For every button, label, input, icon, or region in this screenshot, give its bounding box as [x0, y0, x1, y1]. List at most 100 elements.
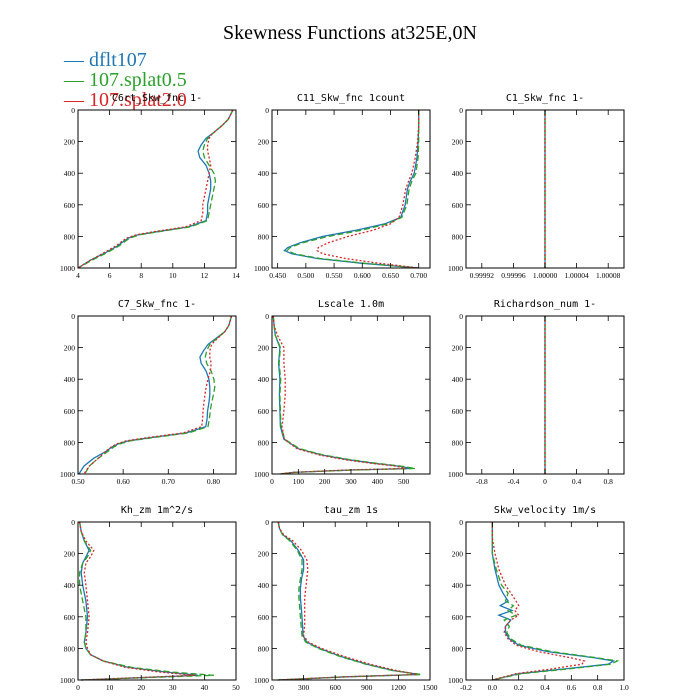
x-tick-label: 0.450 — [269, 271, 286, 280]
x-tick-label: 0.50 — [71, 477, 84, 486]
series-line-107.splat2.0 — [77, 109, 234, 269]
x-tick-label: 0.8 — [593, 683, 603, 692]
x-tick-label: 1500 — [423, 683, 438, 692]
series-line-107.splat2.0 — [316, 110, 420, 269]
y-tick-label: 0 — [459, 106, 463, 115]
y-tick-label: 1000 — [254, 470, 269, 479]
y-tick-label: 400 — [258, 375, 270, 384]
series-line-107.splat0.5 — [272, 315, 416, 475]
series-line-dflt107 — [78, 521, 199, 681]
legend-label: 107.splat2.0 — [89, 89, 187, 111]
x-tick-label: 1.00008 — [596, 271, 621, 280]
legend-item-splat05: — 107.splat0.5 — [64, 70, 187, 90]
x-tick-label: 300 — [345, 477, 357, 486]
y-tick-label: 600 — [452, 201, 464, 210]
y-tick-label: 800 — [452, 644, 464, 653]
panel-title: Richardson_num 1- — [494, 299, 596, 310]
panel-3: C1_Skw_fnc 1- 0 200 400 600 800 1000 0.99992 0.9… — [448, 93, 625, 280]
y-tick-label: 800 — [258, 438, 270, 447]
x-tick-label: 0.500 — [297, 271, 314, 280]
y-tick-label: 200 — [258, 138, 270, 147]
panel-frame — [271, 315, 431, 475]
y-tick-label: 1000 — [448, 470, 463, 479]
series-line-107.splat0.5 — [78, 521, 214, 681]
y-tick-label: 1000 — [60, 676, 75, 685]
y-tick-label: 1000 — [60, 470, 75, 479]
y-tick-label: 0 — [459, 312, 463, 321]
x-tick-label: 400 — [372, 477, 384, 486]
series-line-dflt107 — [77, 109, 234, 269]
y-tick-label: 1000 — [448, 264, 463, 273]
y-tick-label: 600 — [64, 613, 76, 622]
x-tick-label: -0.2 — [460, 683, 472, 692]
y-tick-label: 400 — [64, 169, 76, 178]
x-tick-label: 10 — [106, 683, 114, 692]
y-tick-label: 400 — [258, 581, 270, 590]
panel-9: Skw_velocity 1m/s 0 200 400 600 800 1000-0.2 0.… — [448, 505, 629, 692]
y-tick-label: 800 — [452, 438, 464, 447]
y-tick-label: 400 — [258, 169, 270, 178]
x-tick-label: -0.8 — [476, 477, 488, 486]
y-tick-label: 400 — [452, 169, 464, 178]
y-tick-label: 200 — [452, 550, 464, 559]
panel-title: Kh_zm 1m^2/s — [121, 505, 193, 516]
panel-title: C11_Skw_fnc 1count — [297, 93, 405, 104]
y-tick-label: 1000 — [254, 676, 269, 685]
x-tick-label: 4 — [76, 271, 80, 280]
y-tick-label: 800 — [64, 232, 76, 241]
x-tick-label: 300 — [298, 683, 310, 692]
x-tick-label: 40 — [201, 683, 209, 692]
y-tick-label: 0 — [71, 312, 75, 321]
y-tick-label: 200 — [64, 550, 76, 559]
panel-title: tau_zm 1s — [324, 505, 378, 516]
panel-frame — [77, 521, 237, 681]
y-tick-label: 200 — [258, 344, 270, 353]
y-tick-label: 600 — [64, 407, 76, 416]
series-line-107.splat0.5 — [84, 315, 233, 475]
x-tick-label: 0 — [270, 683, 274, 692]
panel-frame — [271, 109, 431, 269]
x-tick-label: 0.70 — [162, 477, 175, 486]
series-line-dflt107 — [272, 315, 412, 475]
x-tick-label: 0.99992 — [470, 271, 495, 280]
y-tick-label: 200 — [452, 138, 464, 147]
x-tick-label: 20 — [137, 683, 145, 692]
panel-frame — [465, 521, 625, 681]
y-tick-label: 0 — [71, 518, 75, 527]
y-tick-label: 600 — [258, 201, 270, 210]
x-tick-label: 10 — [169, 271, 177, 280]
y-tick-label: 600 — [64, 201, 76, 210]
y-tick-label: 400 — [64, 375, 76, 384]
y-tick-label: 1000 — [254, 264, 269, 273]
x-tick-label: 0.80 — [207, 477, 220, 486]
y-tick-label: 600 — [452, 613, 464, 622]
y-tick-label: 200 — [258, 550, 270, 559]
panel-frame — [271, 521, 431, 681]
series-line-107.splat0.5 — [491, 522, 620, 681]
x-tick-label: 100 — [293, 477, 305, 486]
panel-title: C6rt_Skw_fnc 1- — [112, 93, 202, 104]
y-tick-label: 1000 — [60, 264, 75, 273]
legend-line-icon: — — [64, 69, 89, 91]
x-tick-label: 0.4 — [572, 477, 582, 486]
x-tick-label: 0.550 — [326, 271, 343, 280]
panel-6: Richardson_num 1- 0 200 400 600 800 1000 -0.8 -0… — [448, 299, 625, 486]
x-tick-label: 1200 — [391, 683, 406, 692]
x-tick-label: 0.700 — [410, 271, 427, 280]
y-tick-label: 400 — [452, 375, 464, 384]
x-tick-label: 1.00000 — [533, 271, 558, 280]
x-tick-label: 200 — [319, 477, 331, 486]
y-tick-label: 0 — [459, 518, 463, 527]
y-tick-label: 800 — [258, 232, 270, 241]
series-line-107.splat2.0 — [491, 522, 586, 681]
panel-title: Skw_velocity 1m/s — [494, 505, 596, 516]
y-tick-label: 0 — [265, 312, 269, 321]
legend-label: 107.splat0.5 — [89, 69, 187, 91]
panel-title: C7_Skw_fnc 1- — [118, 299, 196, 310]
y-tick-label: 800 — [64, 644, 76, 653]
series-line-107.splat2.0 — [277, 521, 418, 681]
